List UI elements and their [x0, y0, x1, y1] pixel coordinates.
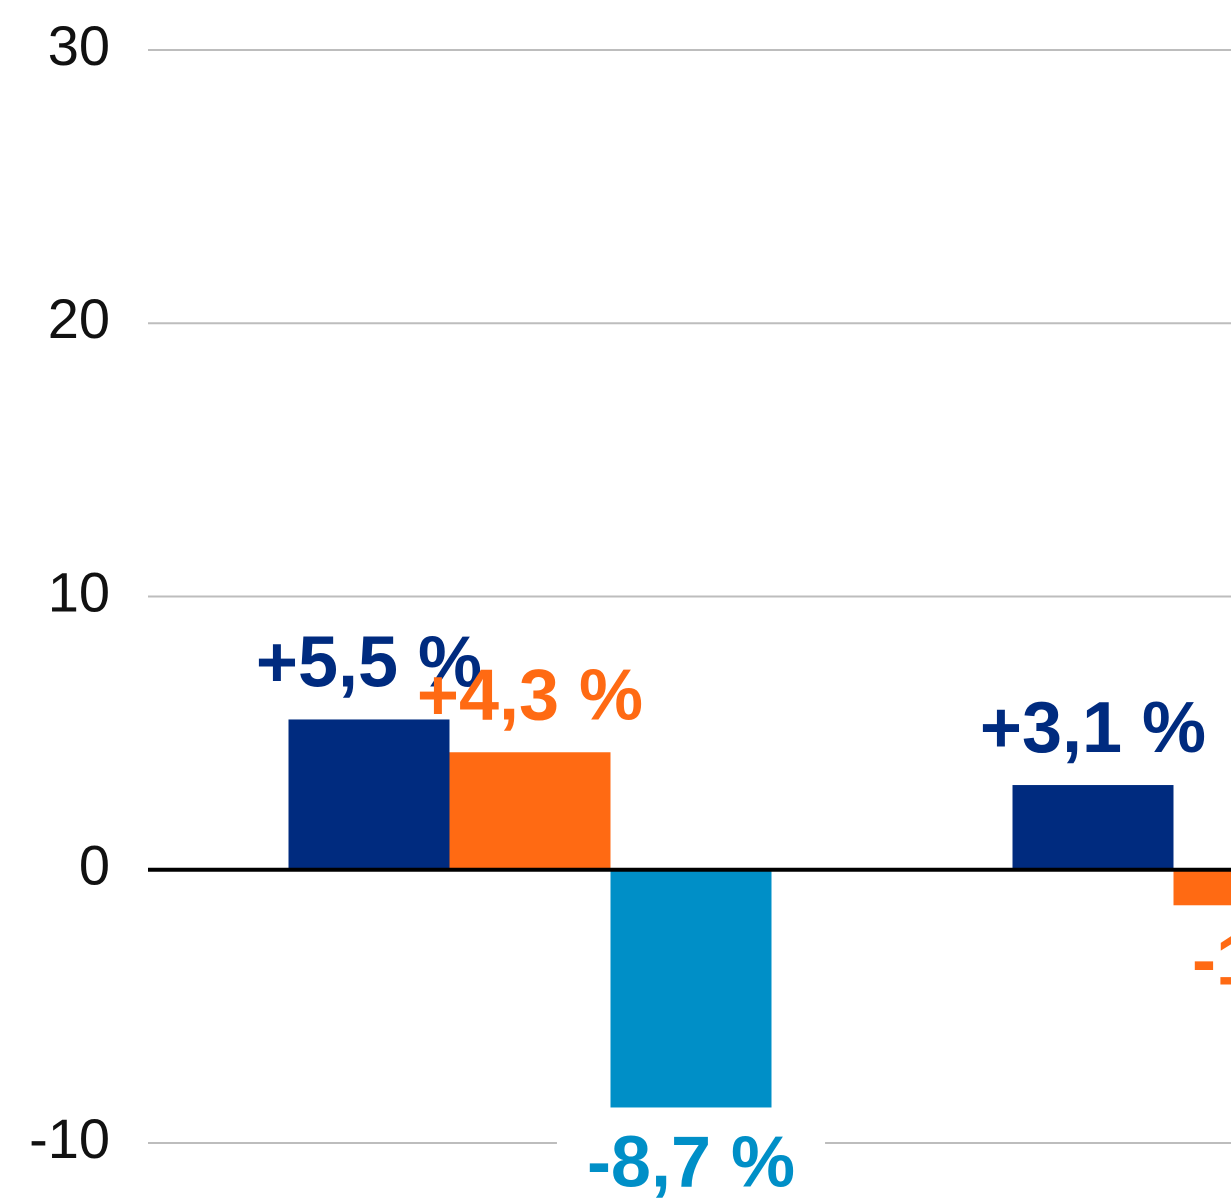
y-tick-label: -10 — [29, 1107, 110, 1170]
value-label: +5,5 % — [256, 622, 482, 702]
bar — [288, 719, 450, 870]
bar — [1012, 785, 1174, 870]
bar — [1173, 869, 1231, 906]
label-background — [1161, 920, 1231, 1001]
label-background — [556, 1122, 826, 1200]
value-label: -8,7 % — [587, 1122, 795, 1200]
value-label: +3,1 % — [980, 688, 1206, 768]
value-label: +4,3 % — [417, 655, 643, 735]
labels: +5,5 %+4,3 % -8,7 % +3,1 % -1,3 — [256, 622, 1231, 1200]
y-tick-label: 20 — [48, 287, 110, 350]
label-background — [949, 688, 1231, 769]
y-tick-label: 10 — [48, 560, 110, 623]
grid — [148, 49, 1231, 1200]
y-tick-label: 30 — [48, 14, 110, 77]
value-label: -1,3 — [1192, 920, 1231, 1000]
y-tick-label: 0 — [79, 834, 110, 897]
bar — [610, 869, 772, 1108]
bar — [449, 752, 611, 870]
bars — [288, 719, 1231, 1108]
